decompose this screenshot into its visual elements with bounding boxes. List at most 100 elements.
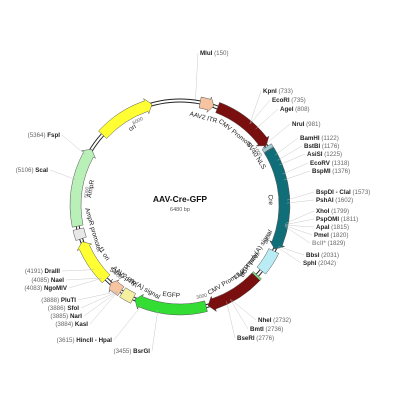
site-position: (1820) [331, 232, 349, 239]
feature-label-aav2-itr-1: AAV2 ITR [189, 111, 219, 125]
site-leader-4 [266, 123, 291, 144]
tick-label-5000: 5000 [83, 186, 90, 198]
feature-label-egfp: EGFP [162, 291, 180, 300]
site-position: (5364) [28, 132, 48, 139]
tick-mark-4000 [109, 278, 114, 283]
feature-cmv-promoter-2 [207, 272, 261, 313]
site-label-29: (4085) NaeI [31, 277, 64, 284]
site-name: EcoRV [310, 160, 332, 167]
site-position: (1122) [321, 135, 338, 142]
site-name: HincII - HpaI [76, 337, 112, 344]
site-label-25: (3885) NarI [50, 313, 82, 320]
site-leader-31 [49, 169, 77, 180]
site-name: SphI [303, 260, 318, 267]
site-name: BsrGI [133, 348, 150, 355]
site-leader-5 [274, 137, 299, 156]
site-label-19: NheI (2732) [258, 317, 291, 324]
site-leader-20 [230, 299, 249, 330]
site-name: BstBI [304, 143, 322, 150]
site-label-13: PspOMI (1811) [316, 216, 358, 223]
site-position: (3615) [57, 337, 77, 344]
site-leader-21 [226, 301, 236, 339]
site-name: ApaI [316, 224, 331, 231]
site-label-11: PshAI (1602) [316, 197, 353, 204]
plasmid-size: 6480 bp [170, 207, 190, 213]
site-position: (733) [278, 88, 292, 95]
site-position: (981) [306, 121, 320, 128]
site-leader-9 [283, 170, 311, 181]
site-name: PmeI [314, 232, 331, 239]
site-label-14: ApaI (1815) [316, 224, 349, 231]
feature-aav2-itr-2 [108, 279, 125, 297]
site-position: (1573) [352, 189, 370, 196]
site-name: NaeI [51, 277, 64, 284]
site-position: (808) [295, 106, 309, 113]
feature-sv40-nls [261, 143, 274, 153]
feature-sv40-polya [119, 287, 136, 304]
site-name: MluI [200, 50, 214, 57]
site-name: FspI [47, 132, 60, 139]
site-position: (1225) [324, 151, 342, 158]
site-position: (1376) [332, 168, 350, 175]
restriction-site-layer: MluI (150) KpnI (733) EcoRI (735) AgeI (808… [16, 50, 371, 355]
site-position: (2732) [273, 317, 291, 324]
site-label-24: (3884) KasI [55, 321, 88, 328]
site-label-1: KpnI (733) [263, 88, 293, 95]
site-label-7: AsiSI (1225) [307, 151, 342, 158]
site-position: (3455) [114, 348, 134, 355]
site-label-21: BseRI (2776) [237, 335, 274, 342]
site-position: (4191) [25, 268, 45, 275]
site-leader-30 [61, 269, 95, 272]
tick-label-1000: 1000 [252, 146, 263, 159]
site-label-0: MluI (150) [200, 50, 229, 57]
site-label-3: AgeI (808) [280, 106, 310, 113]
site-name: NarI [70, 313, 82, 320]
site-position: (150) [214, 50, 228, 57]
feature-cre [263, 146, 291, 250]
site-leader-17 [278, 246, 305, 256]
site-position: (2042) [318, 260, 336, 267]
site-leader-28 [68, 278, 103, 289]
site-label-28: (4083) NgoMIV [24, 285, 68, 292]
site-label-8: EcoRV (1318) [310, 160, 349, 167]
site-leader-19 [230, 299, 257, 321]
site-leader-23 [113, 304, 143, 341]
tick-label-2000: 2000 [263, 233, 273, 246]
site-leader-27 [77, 291, 118, 301]
feature-label-cre: Cre [266, 194, 274, 205]
site-label-16: BclI* (1829) [312, 240, 345, 247]
feature-ampr [69, 149, 97, 228]
site-leader-8 [282, 162, 309, 175]
site-leader-24 [89, 291, 118, 325]
site-name: DraIII [45, 268, 61, 275]
site-position: (1602) [335, 197, 353, 204]
feature-ampr-promoter [72, 227, 87, 241]
site-leader-32 [61, 134, 86, 155]
site-position: (2776) [256, 335, 274, 342]
site-name: SfoI [67, 305, 79, 312]
site-position: (1815) [331, 224, 349, 231]
feature-aav2-itr-1 [198, 96, 215, 114]
site-name: NheI [258, 317, 273, 324]
site-leader-7 [279, 153, 306, 166]
site-label-6: BstBI (1176) [304, 143, 339, 150]
site-label-5: BamHI (1122) [300, 135, 339, 142]
feature-f1-ori [76, 241, 111, 284]
site-position: (1829) [327, 240, 345, 247]
site-name: PshAI [316, 197, 335, 204]
site-label-10: BspDI - ClaI (1573) [316, 189, 370, 196]
site-leader-10 [286, 191, 315, 201]
site-name: NgoMIV [44, 285, 68, 292]
tick-label-6000: 6000 [132, 116, 145, 126]
site-name: XhoI [316, 208, 331, 215]
site-position: (1799) [331, 208, 349, 215]
site-position: (3885) [50, 313, 70, 320]
site-label-15: PmeI (1820) [314, 232, 348, 239]
site-leader-3 [255, 108, 279, 130]
site-leader-18 [278, 247, 302, 264]
site-label-32: (5364) FspI [28, 132, 61, 139]
site-leader-14 [285, 224, 315, 228]
site-name: PspOMI [316, 216, 341, 223]
site-position: (5106) [16, 167, 36, 174]
